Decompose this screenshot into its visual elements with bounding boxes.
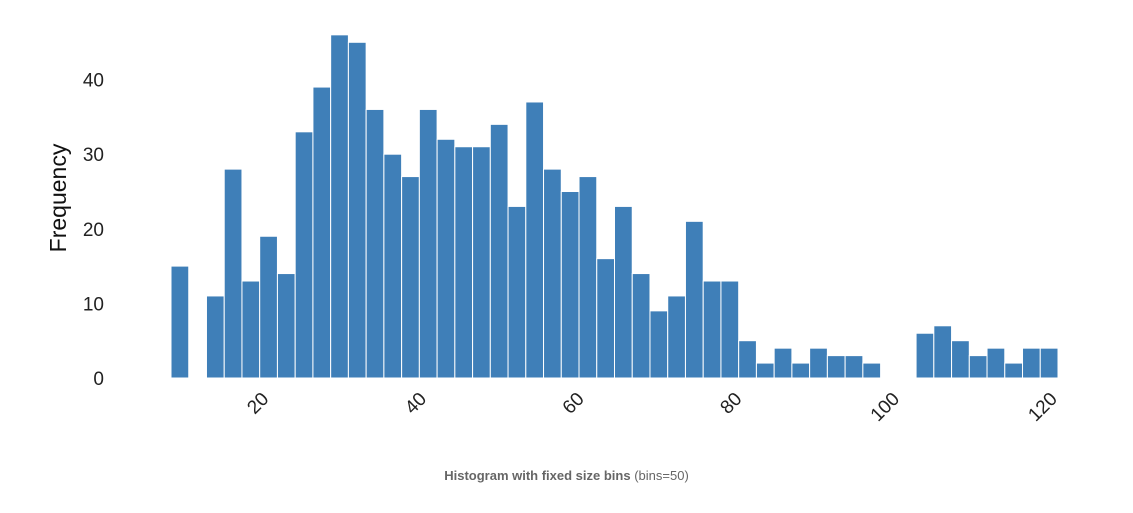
- histogram-bar: [543, 168, 562, 379]
- histogram-bar: [259, 235, 278, 379]
- x-tick-label: 60: [559, 389, 589, 419]
- histogram-bar: [418, 108, 438, 379]
- histogram-bar: [773, 347, 793, 379]
- histogram-bar: [489, 123, 509, 379]
- histogram-bar: [649, 310, 669, 379]
- histogram-bar: [330, 34, 349, 379]
- histogram-bar: [614, 205, 633, 379]
- histogram-bar: [472, 146, 491, 379]
- x-tick-label: 100: [867, 389, 904, 426]
- histogram-bar: [968, 355, 988, 379]
- y-axis-ticks: 0 10 20 30 40: [83, 71, 104, 390]
- histogram-bar: [401, 176, 420, 379]
- caption-title: Histogram with fixed size bins: [444, 468, 631, 483]
- histogram-bar: [631, 273, 651, 379]
- histogram-bar: [951, 340, 970, 379]
- histogram-bar: [241, 280, 261, 379]
- histogram-bar: [312, 86, 332, 379]
- histogram-bar: [1004, 362, 1024, 379]
- histogram-bar: [294, 131, 314, 379]
- x-tick-label: 20: [243, 389, 273, 419]
- histogram-bar: [1022, 347, 1041, 379]
- histogram-bar: [223, 168, 243, 379]
- histogram-bar: [525, 101, 545, 379]
- histogram-bar: [862, 362, 882, 379]
- y-tick-label: 20: [83, 220, 104, 241]
- histogram-bar: [826, 355, 846, 379]
- x-tick-label: 120: [1024, 389, 1061, 426]
- histogram-bar: [347, 41, 367, 379]
- x-tick-label: 40: [401, 389, 431, 419]
- histogram-bar: [205, 295, 225, 379]
- histogram-bar: [436, 138, 456, 379]
- y-tick-label: 30: [83, 145, 104, 166]
- histogram-bar: [170, 265, 190, 379]
- histogram-bar: [507, 205, 527, 379]
- histogram-bar: [667, 295, 686, 379]
- histogram-bar: [596, 258, 616, 379]
- histogram-bar: [986, 347, 1006, 379]
- histogram-bar: [684, 220, 704, 379]
- histogram-bar: [755, 362, 775, 379]
- histogram-bar: [383, 153, 403, 379]
- histogram-bar: [809, 347, 828, 379]
- histogram-bar: [791, 362, 811, 379]
- histogram-bar: [365, 108, 385, 379]
- x-axis-ticks: 20 40 60 80 100 120: [243, 389, 1061, 426]
- histogram-bars: [170, 34, 1059, 379]
- histogram-bar: [720, 280, 740, 379]
- histogram-bar: [915, 332, 935, 379]
- histogram-bar: [844, 355, 864, 379]
- histogram-bar: [1039, 347, 1059, 379]
- histogram-bar: [702, 280, 722, 379]
- histogram-bar: [738, 340, 757, 379]
- histogram-bar: [578, 176, 598, 379]
- y-axis-title: Frequency: [45, 143, 71, 252]
- chart-caption: Histogram with fixed size bins (bins=50): [0, 468, 1133, 483]
- caption-bins-note: (bins=50): [634, 468, 689, 483]
- y-tick-label: 10: [83, 294, 104, 315]
- x-tick-label: 80: [717, 389, 747, 419]
- histogram-bar: [933, 325, 953, 379]
- histogram-bar: [454, 146, 474, 379]
- histogram-bar: [560, 191, 580, 379]
- y-tick-label: 40: [83, 71, 104, 92]
- histogram-bar: [276, 273, 296, 379]
- y-tick-label: 0: [93, 369, 104, 390]
